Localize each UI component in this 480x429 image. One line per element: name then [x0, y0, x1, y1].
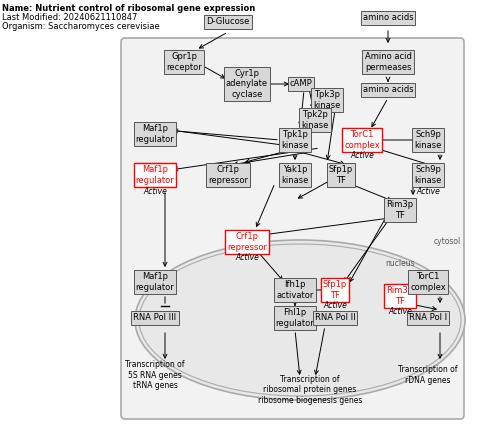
Text: Active: Active [350, 151, 374, 160]
Text: cytosol: cytosol [433, 238, 461, 247]
Text: Ifh1p
activator: Ifh1p activator [276, 280, 314, 300]
Text: Rim3p
TF: Rim3p TF [386, 286, 414, 306]
Text: Crf1p
repressor: Crf1p repressor [227, 232, 267, 252]
Text: Crf1p
repressor: Crf1p repressor [208, 165, 248, 185]
Text: TorC1
complex: TorC1 complex [410, 272, 446, 292]
Text: Cyr1p
adenylate
cyclase: Cyr1p adenylate cyclase [226, 69, 268, 99]
Text: Active: Active [416, 187, 440, 196]
Text: Sfp1p
TF: Sfp1p TF [323, 280, 347, 300]
Text: Maf1p
regulator: Maf1p regulator [136, 124, 174, 144]
Text: Fhl1p
regulator: Fhl1p regulator [276, 308, 314, 328]
Text: Transcription of
rDNA genes: Transcription of rDNA genes [398, 366, 458, 385]
Text: Active: Active [323, 302, 347, 311]
Text: amino acids: amino acids [363, 85, 413, 94]
Text: Tpk1p
kinase: Tpk1p kinase [281, 130, 309, 150]
Text: Active: Active [143, 187, 167, 196]
Text: Amino acid
permeases: Amino acid permeases [365, 52, 411, 72]
Text: Sch9p
kinase: Sch9p kinase [414, 130, 442, 150]
Text: nucleus: nucleus [385, 260, 415, 269]
Text: amino acids: amino acids [363, 13, 413, 22]
Text: Transcription of
5S RNA genes
tRNA genes: Transcription of 5S RNA genes tRNA genes [125, 360, 185, 390]
Text: Maf1p
regulator: Maf1p regulator [136, 272, 174, 292]
Text: Tpk2p
kinase: Tpk2p kinase [301, 110, 329, 130]
Text: Organism: Saccharomyces cerevisiae: Organism: Saccharomyces cerevisiae [2, 22, 160, 31]
Text: RNA Pol III: RNA Pol III [133, 314, 177, 323]
FancyBboxPatch shape [121, 38, 464, 419]
Text: Active: Active [235, 254, 259, 263]
Text: Gpr1p
receptor: Gpr1p receptor [166, 52, 202, 72]
Text: Last Modified: 20240621110847: Last Modified: 20240621110847 [2, 13, 137, 22]
Text: Maf1p
regulator: Maf1p regulator [136, 165, 174, 185]
Text: Sfp1p
TF: Sfp1p TF [329, 165, 353, 185]
Text: Transcription of
ribosomal protein genes
ribosome biogenesis genes: Transcription of ribosomal protein genes… [258, 375, 362, 405]
Text: RNA Pol II: RNA Pol II [315, 314, 355, 323]
Text: Yak1p
kinase: Yak1p kinase [281, 165, 309, 185]
Ellipse shape [135, 240, 465, 400]
Text: Active: Active [388, 308, 412, 317]
Text: D-Glucose: D-Glucose [206, 18, 250, 27]
Text: cAMP: cAMP [289, 79, 312, 88]
Text: TorC1
complex: TorC1 complex [344, 130, 380, 150]
Text: Sch9p
kinase: Sch9p kinase [414, 165, 442, 185]
Text: Rim3p
TF: Rim3p TF [386, 200, 414, 220]
Text: RNA Pol I: RNA Pol I [409, 314, 447, 323]
Text: Name: Nutrient control of ribosomal gene expression: Name: Nutrient control of ribosomal gene… [2, 4, 255, 13]
Text: Tpk3p
kinase: Tpk3p kinase [313, 90, 341, 110]
